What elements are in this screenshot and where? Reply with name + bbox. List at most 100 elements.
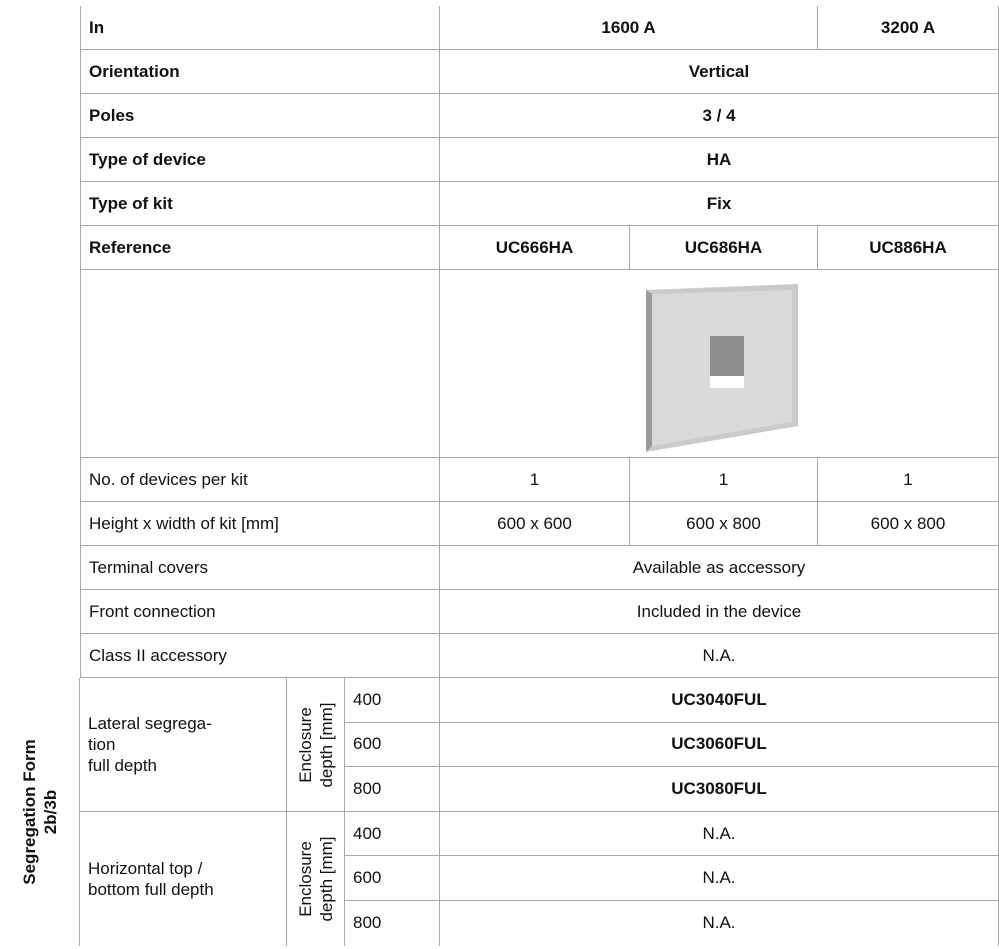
row-label: Type of kit [80,182,440,226]
group-label-text: Horizontal top / bottom full depth [88,858,214,900]
row-label-text: No. of devices per kit [89,469,248,489]
row-label-text: Class II accessory [89,645,227,665]
group-label: Lateral segrega-tion full depth [80,678,287,812]
depth-value-text: 400 [353,823,382,843]
segregation-value-text: N.A. [702,823,736,843]
depth-value-text: 600 [353,868,382,888]
image-row-label [80,270,440,458]
group-label-text-line: tion [88,734,116,754]
row-label-text: Height x width of kit [mm] [89,513,279,533]
segregation-value-text: UC3060FUL [671,734,767,754]
group-label-text-line: bottom full depth [88,879,214,899]
value-cell-text: 3200 A [880,17,936,37]
value-cell-text: Fix [706,193,732,213]
value-cell-text: 1 [903,469,913,489]
value-cell: 600 x 800 [818,502,999,546]
depth-value: 400 [345,678,440,723]
row-label: Class II accessory [80,634,440,678]
segregation-value: UC3040FUL [440,678,999,723]
segregation-value: UC3060FUL [440,722,999,768]
value-cell-text: Vertical [688,61,750,81]
value-cell: UC886HA [818,226,999,270]
value-cell-text: Included in the device [636,601,802,621]
value-cell-text: 600 x 800 [686,513,761,533]
depth-label-rot: Enclosure depth [mm] [287,678,345,812]
segregation-value-text: UC3080FUL [671,778,767,798]
value-cell: Available as accessory [440,546,999,590]
segregation-value: N.A. [440,811,999,857]
depth-label-rot: Enclosure depth [mm] [287,812,345,946]
value-cell-text: N.A. [702,645,736,665]
row-label-text: Terminal covers [89,557,209,577]
depth-value-text: 800 [353,913,382,933]
row-label-text: Front connection [89,601,216,621]
segregation-title-text-line: 2b/3b [41,789,60,834]
value-cell-text: UC686HA [684,237,763,257]
group-label-text-line: full depth [88,755,157,775]
value-cell: 1600 A [440,6,818,50]
row-label-text: In [89,17,105,37]
value-cell-text: 1 [529,469,540,489]
row-label-text: Poles [89,105,135,125]
depth-value: 600 [345,722,440,768]
depth-label: Enclosure depth [mm] [287,678,345,812]
group-label-text-line: Lateral segrega- [88,713,212,733]
value-cell: HA [440,138,999,182]
value-cell: 600 x 600 [440,502,630,546]
value-cell: Included in the device [440,590,999,634]
row-label: No. of devices per kit [80,458,440,502]
depth-label-text: Enclosure depth [mm] [295,836,337,921]
value-cell-text: UC666HA [495,237,574,257]
segregation-value: N.A. [440,901,999,946]
segregation-value: UC3080FUL [440,767,999,812]
row-label: Reference [80,226,440,270]
depth-value: 600 [345,856,440,901]
product-image [646,284,798,452]
value-cell-text: HA [706,149,732,169]
depth-value: 800 [345,901,440,946]
group-label: Horizontal top / bottom full depth [80,811,287,946]
value-cell-text: 1 [718,469,729,489]
row-label-text: Type of kit [89,193,173,213]
segregation-value-text: UC3040FUL [671,689,767,709]
value-cell: 3 / 4 [440,94,999,138]
depth-value: 400 [345,811,440,857]
depth-label-text-line: Enclosure [296,840,316,917]
segregation-value: N.A. [440,856,999,901]
segregation-value-text: N.A. [702,868,736,888]
segregation-title-text-line: Segregation Form [20,739,39,885]
depth-value-text: 800 [353,778,382,798]
segregation-title: Segregation Form 2b/3b [0,678,80,946]
segregation-title-text: Segregation Form 2b/3b [19,739,61,884]
row-label: Orientation [80,50,440,94]
value-cell: Fix [440,182,999,226]
value-cell: UC686HA [630,226,818,270]
value-cell-text: UC886HA [869,237,947,257]
value-cell-text: 1600 A [601,17,656,37]
row-label: Terminal covers [80,546,440,590]
value-cell: 1 [440,458,630,502]
depth-value-text: 400 [353,689,382,709]
value-cell: N.A. [440,634,999,678]
depth-label: Enclosure depth [mm] [287,811,345,946]
value-cell: 3200 A [818,6,999,50]
depth-label-text-line: Enclosure [296,707,316,783]
row-label: Height x width of kit [mm] [80,502,440,546]
value-cell: 600 x 800 [630,502,818,546]
row-label: In [80,6,440,50]
group-label-text-line: Horizontal top / [88,858,203,878]
row-label: Type of device [80,138,440,182]
depth-label-text-line: depth [mm] [317,836,337,922]
value-cell-text: 3 / 4 [702,105,736,125]
value-cell: UC666HA [440,226,630,270]
group-label-text: Lateral segrega-tion full depth [88,713,212,776]
value-cell-text: 600 x 600 [497,513,572,533]
row-label: Poles [80,94,440,138]
value-cell: 1 [630,458,818,502]
depth-value: 800 [345,767,440,812]
segregation-value-text: N.A. [702,913,736,933]
row-label-text: Reference [89,237,172,257]
row-label-text: Orientation [89,61,180,81]
row-label: Front connection [80,590,440,634]
